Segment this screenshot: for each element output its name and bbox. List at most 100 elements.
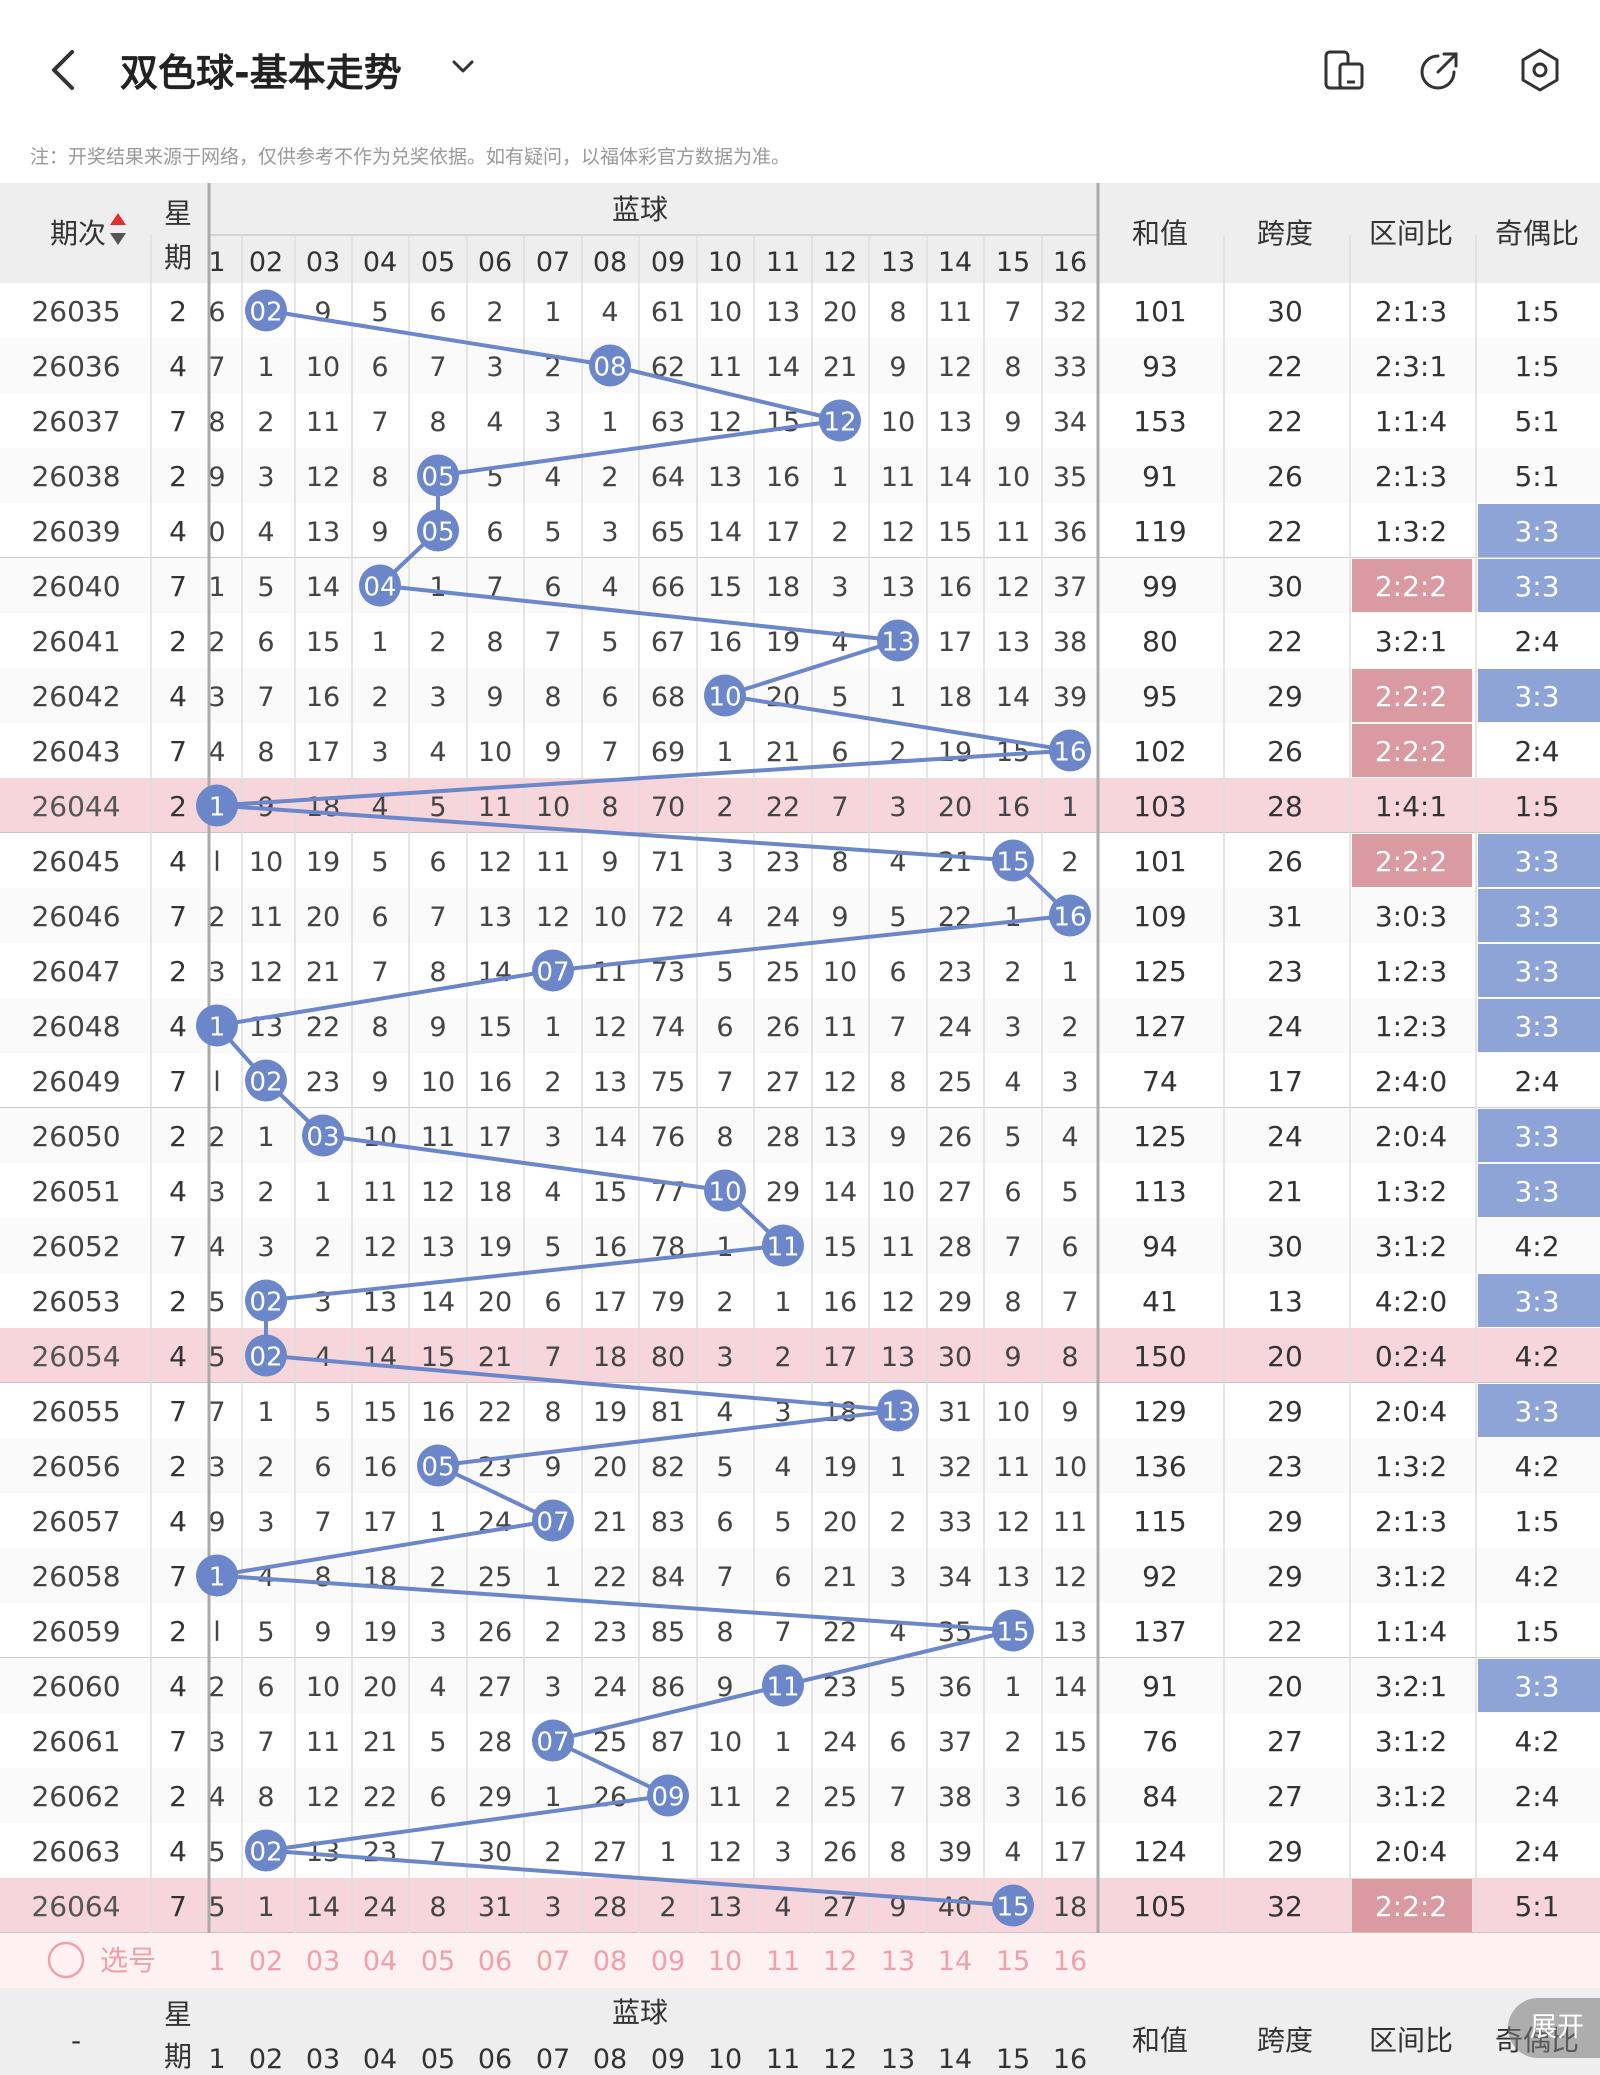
miss-count-cell: 9 xyxy=(889,1892,906,1923)
miss-count-cell: 7 xyxy=(544,1342,561,1373)
miss-count-cell: 8 xyxy=(889,1067,906,1098)
miss-count-cell: 38 xyxy=(1053,627,1087,658)
miss-count-cell: 8 xyxy=(314,1562,331,1593)
miss-count-cell: 5 xyxy=(314,1397,331,1428)
sum-cell: 95 xyxy=(1142,680,1178,713)
parity-highlight xyxy=(1478,669,1600,722)
period-cell: 26037 xyxy=(31,405,120,438)
miss-count-cell: 4 xyxy=(601,572,618,603)
sum-cell: 137 xyxy=(1133,1615,1186,1648)
week-cell: 2 xyxy=(169,295,187,328)
miss-count-cell: 5 xyxy=(1004,1122,1021,1153)
footer-blue-number: 16 xyxy=(1053,2044,1087,2075)
period-cell: 26048 xyxy=(31,1010,120,1043)
miss-count-cell: 20 xyxy=(306,902,340,933)
chevron-down-icon[interactable] xyxy=(448,52,478,82)
miss-count-cell: 3 xyxy=(257,1507,274,1538)
week-cell: 2 xyxy=(169,1450,187,1483)
miss-count-cell: 5 xyxy=(208,1342,225,1373)
zone-cell: 1:1:4 xyxy=(1375,1615,1447,1648)
parity-highlight xyxy=(1478,889,1600,942)
week-cell: 7 xyxy=(169,570,187,603)
miss-count-cell: 17 xyxy=(593,1287,627,1318)
miss-count-cell: 15 xyxy=(1053,1727,1087,1758)
miss-count-cell: 2 xyxy=(831,517,848,548)
miss-count-cell: 11 xyxy=(996,517,1030,548)
settings-hexagon-icon[interactable] xyxy=(1516,46,1564,94)
miss-count-cell: 8 xyxy=(257,737,274,768)
zone-cell: 3:1:2 xyxy=(1375,1230,1447,1263)
miss-count-cell: 5 xyxy=(208,1892,225,1923)
miss-count-cell: 9 xyxy=(831,902,848,933)
miss-count-cell: 10 xyxy=(881,407,915,438)
sum-cell: 93 xyxy=(1142,350,1178,383)
miss-count-cell: 6 xyxy=(544,1287,561,1318)
span-cell: 30 xyxy=(1267,1230,1303,1263)
miss-count-cell: 28 xyxy=(938,1232,972,1263)
top-bar: 双色球-基本走势 xyxy=(0,0,1600,140)
sum-cell: 94 xyxy=(1142,1230,1178,1263)
disclaimer-note: 注：开奖结果来源于网络，仅供参考不作为兑奖依据。如有疑问，以福体彩官方数据为准。 xyxy=(30,146,791,168)
miss-count-cell: 6 xyxy=(429,297,446,328)
sum-cell: 119 xyxy=(1133,515,1186,548)
span-cell: 22 xyxy=(1267,1615,1303,1648)
miss-count-cell: 11 xyxy=(823,1012,857,1043)
zone-cell: 1:2:3 xyxy=(1375,1010,1447,1043)
blue-ball-number: 02 xyxy=(249,1288,282,1318)
miss-count-cell: 4 xyxy=(774,1452,791,1483)
blue-ball xyxy=(359,564,401,607)
miss-count-cell: 4 xyxy=(208,737,225,768)
parity-cell: 2:4 xyxy=(1514,1835,1559,1868)
miss-count-cell: 10 xyxy=(708,297,742,328)
miss-count-cell: 2 xyxy=(429,1562,446,1593)
miss-count-cell: 16 xyxy=(996,792,1030,823)
miss-count-cell: 39 xyxy=(1053,682,1087,713)
period-cell: 26036 xyxy=(31,350,120,383)
miss-count-cell: 24 xyxy=(823,1727,857,1758)
footer-blue-number: 05 xyxy=(421,2044,455,2075)
chevron-left-icon[interactable] xyxy=(44,48,84,92)
period-cell: 26051 xyxy=(31,1175,120,1208)
miss-count-cell: 70 xyxy=(651,792,685,823)
miss-count-cell: 72 xyxy=(651,902,685,933)
miss-count-cell: 4 xyxy=(544,462,561,493)
miss-count-cell: 6 xyxy=(257,627,274,658)
span-cell: 22 xyxy=(1267,515,1303,548)
select-radio-icon xyxy=(47,1941,85,1979)
miss-count-cell: 2 xyxy=(208,627,225,658)
period-cell: 26052 xyxy=(31,1230,120,1263)
parity-cell: 2:4 xyxy=(1514,735,1559,768)
col-header-zone: 区间比 xyxy=(1369,217,1453,250)
miss-count-cell: 1 xyxy=(314,1177,331,1208)
parity-cell: 1:5 xyxy=(1514,295,1559,328)
week-cell: 4 xyxy=(169,1670,187,1703)
miss-count-cell: 14 xyxy=(306,1892,340,1923)
miss-count-cell: 9 xyxy=(601,847,618,878)
miss-count-cell: 5 xyxy=(371,297,388,328)
miss-count-cell: 8 xyxy=(889,297,906,328)
miss-count-cell: 11 xyxy=(363,1177,397,1208)
miss-count-cell: 15 xyxy=(306,627,340,658)
miss-count-cell: 1 xyxy=(257,1122,274,1153)
sum-cell: 105 xyxy=(1133,1890,1186,1923)
miss-count-cell: 6 xyxy=(486,517,503,548)
miss-count-cell: 7 xyxy=(1061,1287,1078,1318)
miss-count-cell: 8 xyxy=(716,1617,733,1648)
expand-button[interactable]: 展开 xyxy=(1508,1998,1600,2058)
miss-count-cell: 6 xyxy=(429,1782,446,1813)
miss-count-cell: 1 xyxy=(208,572,225,603)
miss-count-cell: 11 xyxy=(708,1782,742,1813)
blue-ball-number: 05 xyxy=(421,1453,454,1483)
share-icon[interactable] xyxy=(1416,46,1464,94)
miss-count-cell: 68 xyxy=(651,682,685,713)
parity-highlight xyxy=(1478,999,1600,1052)
miss-count-cell: 12 xyxy=(881,1287,915,1318)
miss-count-cell: 27 xyxy=(593,1837,627,1868)
footer-zone: 区间比 xyxy=(1369,2024,1453,2057)
miss-count-cell: 1 xyxy=(544,297,561,328)
blue-ball-number: 07 xyxy=(536,1728,569,1758)
sum-cell: 99 xyxy=(1142,570,1178,603)
miss-count-cell: 27 xyxy=(478,1672,512,1703)
miss-count-cell: 7 xyxy=(371,407,388,438)
phone-tablet-icon[interactable] xyxy=(1320,46,1368,94)
